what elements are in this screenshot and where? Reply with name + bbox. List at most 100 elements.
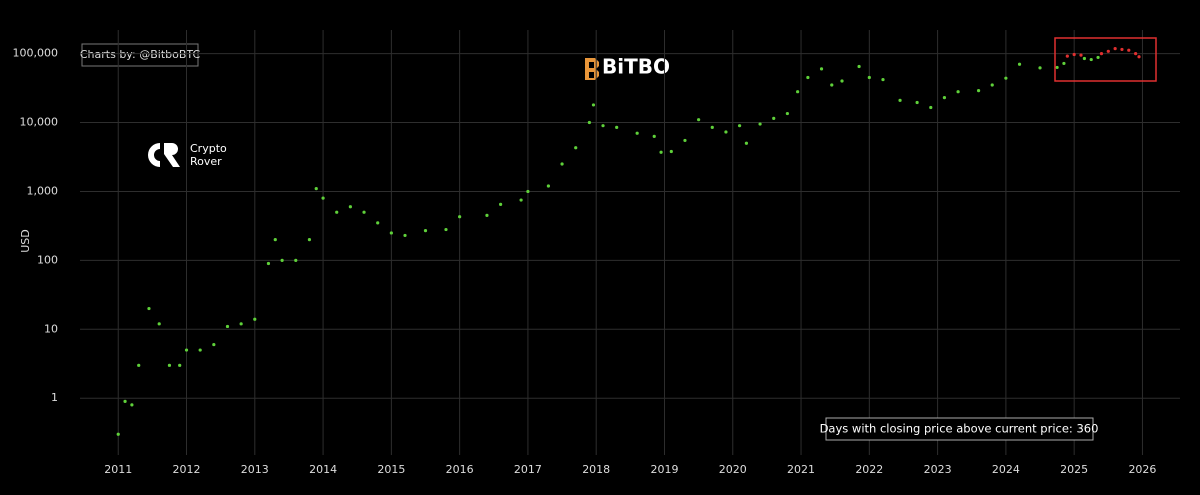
point [167,363,172,367]
point [830,83,834,87]
point [499,202,503,206]
point [806,75,810,80]
y-tick-label: 100,000 [13,47,59,60]
bitbo-icon [585,58,599,80]
point [990,83,994,87]
point [198,348,202,352]
point [458,215,462,219]
point [485,213,489,217]
point [635,131,639,135]
point [376,221,380,225]
highlight-box [1054,37,1157,82]
point [1079,53,1083,57]
point [307,238,312,242]
x-tick-label: 2017 [514,463,542,476]
x-tick-label: 2019 [650,463,678,476]
point [526,189,530,194]
point [130,403,134,407]
y-tick-label: 10 [44,322,58,335]
point [1062,61,1066,66]
point [796,90,800,94]
y-tick-label: 10,000 [20,116,59,129]
x-tick-label: 2020 [719,463,747,476]
point [423,229,428,233]
point [1055,65,1059,70]
point [225,324,230,329]
point [253,317,257,321]
point [1004,76,1008,80]
point [867,75,871,80]
y-tick-label: 100 [37,253,58,266]
point [785,111,789,116]
point [1065,54,1069,58]
point [314,186,318,191]
x-tick-label: 2016 [446,463,474,476]
x-tick-label: 2026 [1128,463,1156,476]
x-tick-label: 2018 [582,463,610,476]
point [1120,47,1124,52]
plot: 1 10 100 1,000 10,000 100,000 2011 2012 2013 2014… [13,30,1180,476]
point [1106,49,1110,53]
point [546,184,551,188]
point [857,64,861,69]
x-tick-label: 2014 [309,463,337,476]
point [348,205,352,209]
point [444,227,448,232]
point [683,138,687,143]
point [772,116,776,120]
rover-logo: Rover [190,155,222,168]
point [184,348,189,352]
x-tick-label: 2024 [992,463,1020,476]
point [744,141,749,145]
point [280,258,284,262]
x-tick-label: 2013 [241,463,269,476]
point [116,432,120,436]
point [157,322,161,326]
point [737,124,742,128]
point [403,233,407,238]
point [956,90,960,94]
point [335,210,339,214]
point [321,196,325,200]
x-tick-label: 2025 [1060,463,1088,476]
point [1096,55,1100,60]
point [1089,57,1093,62]
point [758,122,762,126]
point [697,118,701,122]
point [601,124,605,128]
note-box [825,417,1094,441]
point [929,105,933,110]
point [1099,52,1104,56]
point [1017,62,1022,66]
bitbo-logo: BiTBO [602,55,670,79]
point [574,146,578,150]
note: Days with closing price above current pr… [820,422,1099,436]
point [659,150,663,154]
rover-icon [148,143,180,167]
y-axis-label: USD [19,229,32,253]
point [915,100,919,105]
point [898,98,902,102]
point [840,79,844,83]
point [976,89,981,93]
point [710,125,714,129]
x-tick-label: 2015 [377,463,405,476]
point [212,342,216,347]
point [1137,55,1141,59]
point [615,125,619,129]
x-tick-label: 2011 [104,463,132,476]
point [273,238,277,242]
point [1038,66,1042,70]
point [881,77,885,82]
point [1082,56,1087,61]
x-tick-label: 2012 [173,463,201,476]
point [178,363,182,367]
point [819,67,824,71]
point [266,261,271,266]
point [942,95,947,100]
x-tick-label: 2021 [787,463,815,476]
y-tick-label: 1 [51,391,58,404]
point [294,258,298,262]
